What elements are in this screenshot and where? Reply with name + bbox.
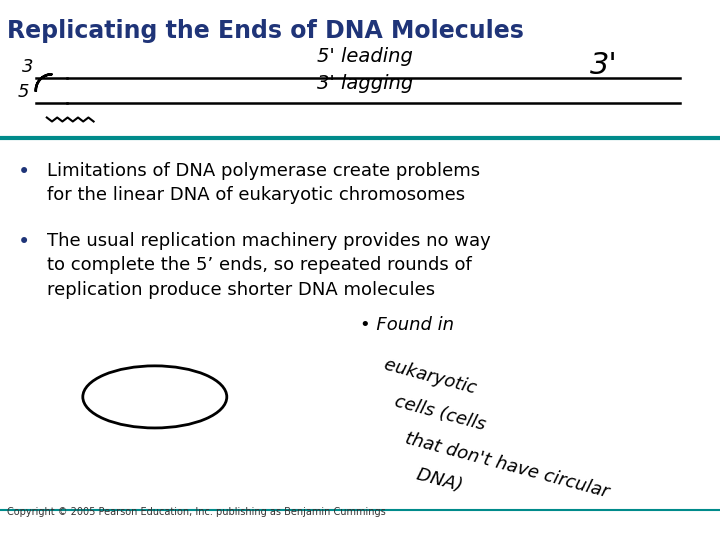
Text: •: • [18, 232, 30, 252]
Text: DNA): DNA) [403, 463, 464, 495]
Text: eukaryotic: eukaryotic [371, 353, 478, 397]
Text: 3' lagging: 3' lagging [317, 74, 413, 93]
Text: to complete the 5’ ends, so repeated rounds of: to complete the 5’ ends, so repeated rou… [47, 256, 472, 274]
Text: cells (cells: cells (cells [382, 389, 487, 434]
Text: Replicating the Ends of DNA Molecules: Replicating the Ends of DNA Molecules [7, 19, 524, 43]
Text: • Found in: • Found in [360, 316, 454, 334]
Text: for the linear DNA of eukaryotic chromosomes: for the linear DNA of eukaryotic chromos… [47, 186, 465, 204]
Text: 5' leading: 5' leading [317, 47, 413, 66]
Text: The usual replication machinery provides no way: The usual replication machinery provides… [47, 232, 490, 250]
Text: that don't have circular: that don't have circular [392, 426, 611, 501]
Text: 5: 5 [18, 83, 30, 101]
Text: Limitations of DNA polymerase create problems: Limitations of DNA polymerase create pro… [47, 162, 480, 180]
Text: replication produce shorter DNA molecules: replication produce shorter DNA molecule… [47, 281, 435, 299]
Text: Copyright © 2005 Pearson Education, Inc. publishing as Benjamin Cummings: Copyright © 2005 Pearson Education, Inc.… [7, 507, 386, 517]
Text: •: • [18, 162, 30, 182]
Text: 3: 3 [22, 58, 33, 77]
Text: 3': 3' [590, 51, 618, 80]
